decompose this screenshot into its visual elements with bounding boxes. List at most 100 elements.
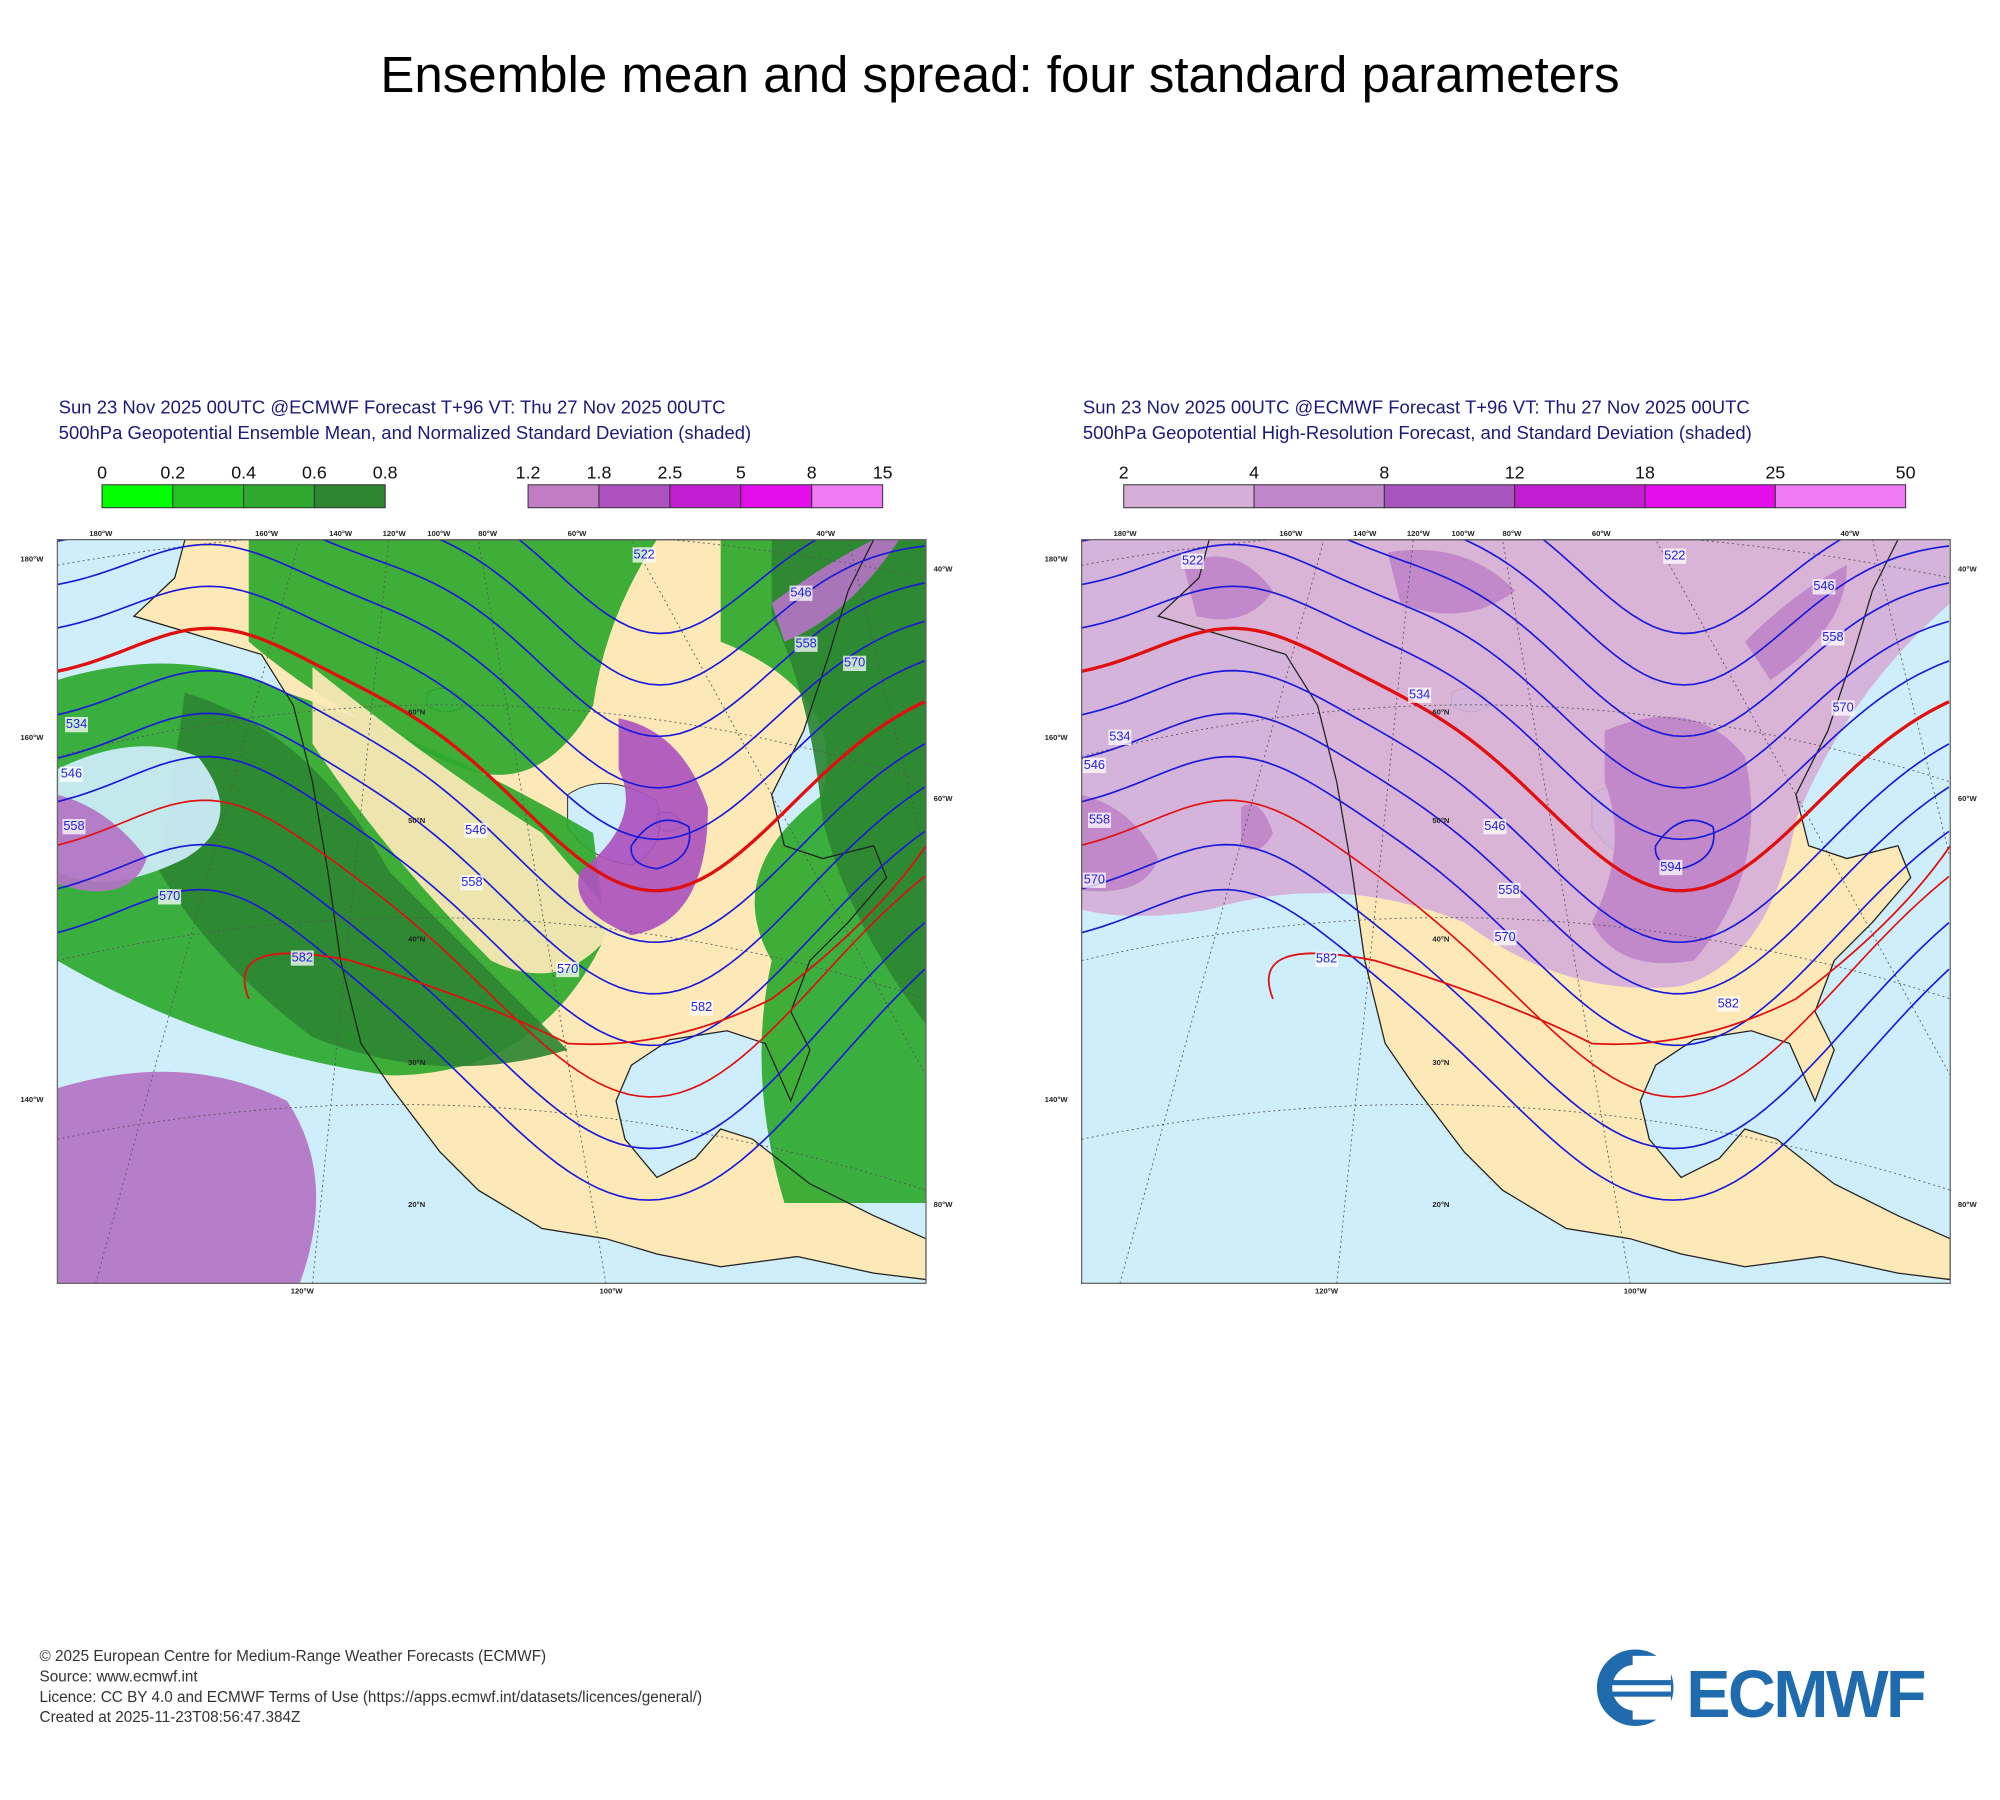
colorbar-label: 5 bbox=[736, 462, 746, 482]
lon-label: 120°W bbox=[1407, 529, 1431, 538]
lon-label: 40°W bbox=[1958, 565, 1978, 574]
logo: ECMWF bbox=[1596, 1649, 1928, 1732]
colorbar-label: 15 bbox=[873, 462, 893, 482]
contour-red bbox=[57, 799, 926, 1098]
map-frame bbox=[1080, 538, 1951, 1284]
contour-label-bg bbox=[1659, 859, 1683, 876]
colorbar-box bbox=[598, 484, 671, 509]
map bbox=[56, 538, 927, 1284]
contour-label-bg bbox=[794, 636, 818, 652]
contour-blue bbox=[57, 585, 926, 841]
contour-label-bg bbox=[1493, 929, 1517, 946]
lon-label: 80°W bbox=[478, 529, 498, 538]
panel-header: Sun 23 Nov 2025 00UTC @ECMWF Forecast T+… bbox=[59, 396, 726, 417]
colorbar-box bbox=[811, 484, 884, 509]
lon-label: 60°W bbox=[568, 529, 588, 538]
shading bbox=[1591, 716, 1752, 964]
lon-label: 140°W bbox=[20, 1095, 44, 1104]
contour-blue bbox=[57, 755, 926, 1047]
contour-blue bbox=[57, 543, 925, 789]
colorbar-label: 0.8 bbox=[373, 462, 398, 482]
shading bbox=[159, 692, 568, 1067]
colorbar-box bbox=[101, 484, 174, 509]
contour-label: 558 bbox=[1498, 882, 1519, 897]
colorbar-label: 50 bbox=[1896, 462, 1916, 482]
lon-label: 160°W bbox=[1045, 733, 1069, 742]
lon-label: 120°W bbox=[383, 529, 407, 538]
lon-label: 80°W bbox=[1503, 529, 1523, 538]
panel-header: 500hPa Geopotential High-Resolution Fore… bbox=[1083, 422, 1752, 443]
colorbar-box bbox=[740, 484, 813, 509]
lat-label: 60°N bbox=[1432, 707, 1449, 716]
lon-label: 60°W bbox=[934, 794, 954, 803]
graticule bbox=[1336, 539, 1414, 1284]
graticule bbox=[847, 539, 927, 859]
graticule bbox=[1081, 704, 1951, 783]
lon-label: 100°W bbox=[599, 1287, 623, 1296]
panel-header: Sun 23 Nov 2025 00UTC @ECMWF Forecast T+… bbox=[1083, 396, 1750, 417]
contour-label-bg bbox=[1716, 996, 1740, 1012]
lon-label: 100°W bbox=[1624, 1287, 1648, 1296]
lat-label: 30°N bbox=[408, 1058, 425, 1067]
contour-red bbox=[1081, 799, 1950, 1098]
contour-blue bbox=[1081, 843, 1950, 1150]
contour-label-bg bbox=[632, 547, 656, 563]
panel: Sun 23 Nov 2025 00UTC @ECMWF Forecast T+… bbox=[20, 396, 953, 1295]
lat-label: 40°N bbox=[1432, 934, 1449, 943]
coastline bbox=[132, 539, 927, 1281]
shading bbox=[771, 539, 900, 642]
lat-label: 20°N bbox=[1432, 1200, 1449, 1209]
shading bbox=[1183, 556, 1273, 620]
page-title: Ensemble mean and spread: four standard … bbox=[380, 46, 1619, 103]
lon-label: 140°W bbox=[329, 529, 353, 538]
contour-label-bg bbox=[843, 655, 867, 672]
lat-label: 30°N bbox=[1432, 1058, 1449, 1067]
contour-blue bbox=[57, 843, 926, 1150]
contour-label-bg bbox=[1088, 812, 1111, 828]
colorbar-label: 0.6 bbox=[302, 462, 327, 482]
colorbar-label: 4 bbox=[1249, 462, 1259, 482]
contour-label: 558 bbox=[63, 818, 84, 833]
map-content bbox=[57, 539, 927, 1284]
shading bbox=[57, 794, 147, 892]
shading bbox=[312, 667, 619, 974]
lat-label: 50°N bbox=[408, 816, 425, 825]
lat-label: 20°N bbox=[408, 1200, 425, 1209]
contour-label-bg bbox=[464, 822, 488, 839]
contour-label: 594 bbox=[1660, 859, 1681, 874]
contour-label: 582 bbox=[1316, 951, 1337, 966]
contour-label-bg bbox=[1108, 729, 1132, 746]
contour-blue bbox=[438, 539, 925, 686]
colorbar-box bbox=[313, 484, 386, 509]
lat-label: 50°N bbox=[1432, 816, 1449, 825]
lon-label: 160°W bbox=[255, 529, 279, 538]
footer-line: Licence: CC BY 4.0 and ECMWF Terms of Us… bbox=[40, 1689, 703, 1706]
graticule bbox=[1872, 539, 1951, 859]
contour-label: 546 bbox=[1813, 578, 1834, 593]
contour-label: 570 bbox=[1832, 699, 1853, 714]
shading bbox=[771, 539, 927, 1025]
contour-label: 546 bbox=[61, 766, 82, 781]
contour-blue bbox=[57, 539, 925, 738]
contour-label-bg bbox=[59, 766, 83, 782]
contour-label: 522 bbox=[1182, 553, 1203, 568]
lon-label: 180°W bbox=[1114, 529, 1138, 538]
contour-label: 558 bbox=[1089, 812, 1110, 827]
colorbar-box bbox=[1123, 484, 1255, 509]
colorbar-label: 12 bbox=[1505, 462, 1525, 482]
lon-label: 140°W bbox=[1045, 1095, 1069, 1104]
lat-label: 60°N bbox=[408, 707, 425, 716]
contour-label: 570 bbox=[159, 888, 180, 903]
lon-label: 140°W bbox=[1353, 529, 1377, 538]
contour-label: 582 bbox=[1718, 995, 1739, 1010]
graticule bbox=[1081, 539, 1951, 579]
contour-label-bg bbox=[789, 585, 813, 601]
lon-label: 40°W bbox=[816, 529, 836, 538]
contour-red bbox=[57, 626, 926, 893]
graticule bbox=[57, 539, 927, 579]
lon-label: 60°W bbox=[1592, 529, 1612, 538]
contour-label-bg bbox=[65, 716, 89, 733]
graticule bbox=[1119, 539, 1325, 1284]
lon-label: 100°W bbox=[427, 529, 451, 538]
